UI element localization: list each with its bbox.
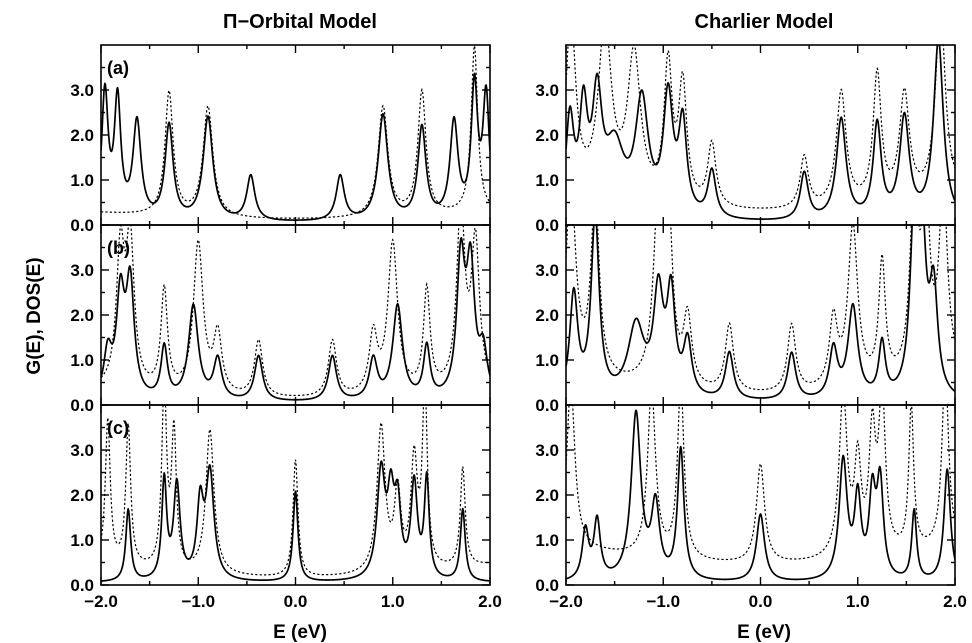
x-tick-label: −2.0 xyxy=(84,592,118,611)
x-tick-label: 0.0 xyxy=(284,592,308,611)
y-tick-label: 3.0 xyxy=(535,81,559,100)
panel: 0.0 1.0 2.0 3.0 (a) xyxy=(70,44,491,235)
y-tick-label: 1.0 xyxy=(535,531,559,550)
y-tick-label: 1.0 xyxy=(70,171,94,190)
panel: 0.0 1.0 2.0 3.0 −2.0 −1.0 0.0 1.0 2.0 (c) xyxy=(70,404,502,611)
y-tick-label: 3.0 xyxy=(535,441,559,460)
panel-frame xyxy=(565,404,956,586)
panel: 0.0 1.0 2.0 3.0 (b) xyxy=(70,224,491,415)
conductance-curve xyxy=(566,409,955,581)
y-tick-label: 3.0 xyxy=(535,261,559,280)
conductance-curve xyxy=(566,45,955,220)
dos-curve xyxy=(101,225,490,397)
x-tick-label: 2.0 xyxy=(478,592,502,611)
y-tick-label: 0.0 xyxy=(535,576,559,595)
y-tick-label: 2.0 xyxy=(70,486,94,505)
panel-frame xyxy=(565,44,956,226)
panel: 0.0 1.0 2.0 3.0 −2.0 −1.0 0.0 1.0 2.0 xyxy=(535,404,967,611)
y-tick-label: 1.0 xyxy=(70,531,94,550)
y-tick-label: 2.0 xyxy=(535,486,559,505)
y-tick-label: 3.0 xyxy=(70,441,94,460)
dos-curve xyxy=(566,405,955,561)
y-tick-label: 0.0 xyxy=(535,216,559,235)
y-tick-label: 3.0 xyxy=(70,261,94,280)
conductance-curve xyxy=(101,460,490,582)
y-tick-label: 3.0 xyxy=(70,81,94,100)
y-tick-label: 0.0 xyxy=(535,396,559,415)
y-tick-label: 0.0 xyxy=(70,396,94,415)
right-column-title: Charlier Model xyxy=(695,11,834,33)
y-tick-label: 2.0 xyxy=(70,126,94,145)
y-tick-label: 2.0 xyxy=(535,126,559,145)
panel-label: (b) xyxy=(107,238,130,258)
dos-curve xyxy=(566,45,955,209)
x-tick-label: −2.0 xyxy=(549,592,583,611)
y-tick-label: 1.0 xyxy=(535,171,559,190)
x-axis-label-right: E (eV) xyxy=(737,622,791,643)
x-tick-label: 1.0 xyxy=(381,592,405,611)
y-axis-label: G(E), DOS(E) xyxy=(24,257,45,374)
y-tick-label: 2.0 xyxy=(70,306,94,325)
conductance-curve xyxy=(101,237,490,401)
y-tick-label: 0.0 xyxy=(70,216,94,235)
dos-curve xyxy=(101,405,490,576)
x-tick-label: 2.0 xyxy=(943,592,967,611)
panel-label: (a) xyxy=(107,58,129,78)
x-tick-label: −1.0 xyxy=(646,592,680,611)
panel-label: (c) xyxy=(107,418,129,438)
y-tick-label: 1.0 xyxy=(70,351,94,370)
panel: 0.0 1.0 2.0 3.0 xyxy=(535,224,956,415)
x-tick-label: −1.0 xyxy=(181,592,215,611)
y-tick-label: 2.0 xyxy=(535,306,559,325)
conductance-curve xyxy=(101,72,490,221)
x-tick-label: 0.0 xyxy=(749,592,773,611)
x-axis-label-left: E (eV) xyxy=(273,622,327,643)
x-tick-label: 1.0 xyxy=(846,592,870,611)
left-column-title: Π−Orbital Model xyxy=(223,11,377,33)
panels: 0.0 1.0 2.0 3.0 (a) 0.0 1.0 2.0 3.0 0.0 1.0 2.0 3.0 (… xyxy=(70,44,967,611)
conductance-curve xyxy=(566,225,955,399)
dos-curve xyxy=(101,45,490,219)
panel: 0.0 1.0 2.0 3.0 xyxy=(535,44,956,235)
dos-curve xyxy=(566,225,955,391)
y-tick-label: 0.0 xyxy=(70,576,94,595)
y-tick-label: 1.0 xyxy=(535,351,559,370)
